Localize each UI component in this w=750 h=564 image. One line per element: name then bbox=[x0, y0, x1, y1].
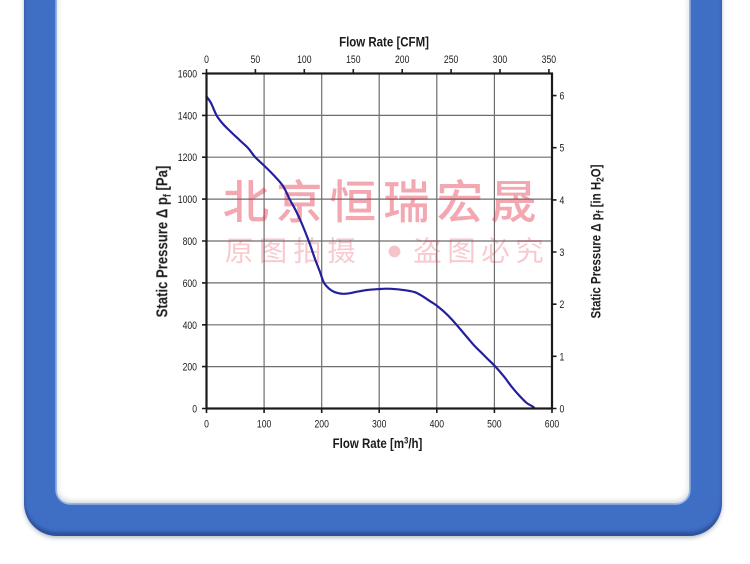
svg-text:400: 400 bbox=[430, 419, 445, 431]
svg-text:100: 100 bbox=[257, 419, 272, 431]
svg-text:200: 200 bbox=[395, 54, 410, 66]
svg-text:400: 400 bbox=[183, 320, 198, 332]
svg-text:250: 250 bbox=[444, 54, 459, 66]
svg-text:600: 600 bbox=[545, 419, 560, 431]
svg-text:1600: 1600 bbox=[178, 69, 198, 81]
svg-text:2: 2 bbox=[560, 299, 565, 311]
svg-text:4: 4 bbox=[560, 195, 565, 207]
svg-text:Static Pressure Δ pf [in H2O]: Static Pressure Δ pf [in H2O] bbox=[587, 165, 605, 319]
svg-text:500: 500 bbox=[487, 419, 502, 431]
svg-text:3: 3 bbox=[560, 247, 565, 259]
svg-text:Flow Rate [m3/h]: Flow Rate [m3/h] bbox=[333, 435, 423, 452]
svg-text:200: 200 bbox=[314, 419, 329, 431]
svg-text:Flow Rate [CFM]: Flow Rate [CFM] bbox=[339, 33, 429, 49]
svg-text:0: 0 bbox=[204, 54, 209, 66]
svg-text:800: 800 bbox=[183, 236, 198, 248]
svg-text:6: 6 bbox=[560, 91, 565, 103]
svg-text:200: 200 bbox=[183, 362, 198, 374]
svg-text:600: 600 bbox=[183, 278, 198, 290]
svg-text:50: 50 bbox=[251, 54, 261, 66]
svg-text:Static Pressure Δ pf [Pa]: Static Pressure Δ pf [Pa] bbox=[154, 166, 174, 318]
svg-text:1200: 1200 bbox=[178, 152, 198, 164]
svg-text:5: 5 bbox=[560, 143, 565, 155]
svg-text:300: 300 bbox=[493, 54, 508, 66]
svg-text:1000: 1000 bbox=[178, 194, 198, 206]
svg-text:1400: 1400 bbox=[178, 110, 198, 122]
svg-text:300: 300 bbox=[372, 419, 387, 431]
svg-text:0: 0 bbox=[204, 419, 209, 431]
svg-text:150: 150 bbox=[346, 54, 361, 66]
svg-text:350: 350 bbox=[542, 54, 557, 66]
svg-text:0: 0 bbox=[192, 404, 197, 416]
svg-text:0: 0 bbox=[560, 404, 565, 416]
svg-text:1: 1 bbox=[560, 351, 565, 363]
svg-text:100: 100 bbox=[297, 54, 312, 66]
